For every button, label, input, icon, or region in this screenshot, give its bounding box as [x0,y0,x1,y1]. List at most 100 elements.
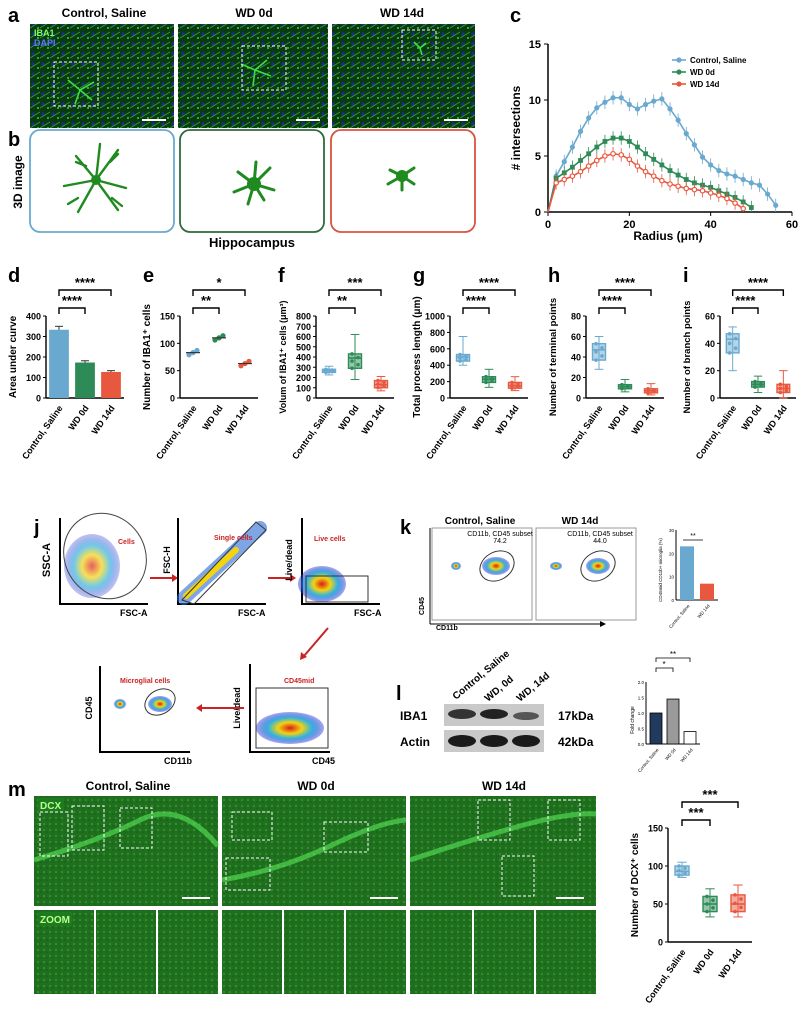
category-label: Control, Saline [20,403,65,461]
data-point [753,382,757,387]
data-point [759,383,763,388]
microglia-3d-control-soma [91,175,101,185]
data-point [610,135,616,141]
axis-fsc: FSC-A [120,608,148,618]
zoom-image [222,910,282,994]
data-point [626,383,630,388]
sig-bracket [598,289,652,296]
data-point [740,176,746,183]
data-point [578,158,583,163]
panel-m-title-control: Control, Saline [86,779,171,793]
data-point [570,164,575,170]
sig-bracket [462,307,490,314]
data-point [759,381,763,385]
gate-label-microglia: Microglial cells [120,678,170,685]
legend-marker [676,69,682,75]
k-gate [479,550,515,582]
category-label: Control, Saline [154,403,199,461]
chart-l: 0.0 0.5 1.0 1.5 2.0 Control, Saline WD 0d WD 14… [637,650,700,773]
panel-a-letter: a [8,5,20,27]
category-label: WD 0d [200,403,224,432]
x-axis-label: Radius (μm) [633,229,702,243]
y-tick-label: 60 [571,332,581,342]
data-point [650,173,657,179]
l-kda-42: 42kDa [558,735,594,749]
category-label: WD 14d [360,403,387,436]
zoom-image [284,910,344,994]
panel-e-letter: e [143,265,154,287]
data-point [464,354,468,358]
gate-plot-cells: Cells SSC-A FSC-A [41,512,148,618]
zoom-box [477,799,511,841]
zoom-tag-bg [38,912,72,926]
data-point [659,177,665,184]
data-point [586,115,592,121]
y-tick-label: 30 [669,528,675,533]
data-point [594,341,598,346]
zoom-box [119,807,153,849]
data-point [356,355,360,360]
data-point [675,183,681,190]
sig-bracket [681,801,739,808]
data-point [376,378,380,383]
data-point [634,163,641,169]
chart-k: 0 10 20 30 Control, Saline WD 14d ** [668,528,718,629]
data-point [748,205,754,210]
l-lane-control: Control, Saline [451,648,512,702]
microglia-3d-wd14-soma [396,170,408,182]
y-axis-label: Volum of IBA1⁺ cells (μm³) [278,300,288,413]
y-tick-label: 100 [160,339,175,349]
category-label: WD 0d [691,947,715,976]
l-bar-ylabel: Fold change [630,706,636,734]
panel-c-letter: c [510,5,521,27]
data-point [618,152,625,158]
gate-plot-cd45mid: CD45mid Live/dead CD45 [232,664,335,766]
category-label: Control, Saline [694,403,739,461]
data-point [458,359,462,363]
gate-plot-microglia: Microglial cells CD45 CD11b [84,666,193,766]
data-point [458,352,462,357]
category-label: WD 0d [470,403,494,432]
data-point [705,909,709,914]
k-subset-wd14: CD11b, CD45 subset [567,531,633,538]
category-label: WD 0d [336,403,360,432]
data-point [484,374,488,379]
y-tick-label: 400 [296,353,311,363]
y-tick-label: 400 [26,312,41,322]
y-tick-label: 60 [705,312,715,322]
data-point [577,168,584,175]
data-point [773,202,779,208]
data-point [618,95,624,101]
panel-j-letter: j [33,517,40,539]
sig-label: **** [479,275,500,290]
y-tick-label: 50 [165,366,175,376]
sig-label: ** [690,533,696,540]
zoom-box-wd0 [241,45,287,91]
y-tick-label: 10 [529,95,541,107]
sig-label: ** [201,293,212,308]
sig-label: ** [670,650,676,659]
panel-b-ylabel: 3D image [11,155,25,209]
series-line-1 [547,137,752,213]
zoom-box-wd14 [401,29,437,61]
zoom-image [158,910,218,994]
data-point [490,379,494,383]
panel-d-letter: d [8,265,20,287]
zoom-box [71,805,105,851]
data-point [238,363,244,369]
y-tick-label: 1000 [425,312,445,322]
chart-m: 0 50 100 150 Control, Saline WD 0d WD 14d Numbe… [630,787,752,1005]
panel-l-letter: l [396,683,402,705]
sig-bracket [655,667,674,672]
gate-arrow-head [290,574,296,582]
y-tick-label: 0.5 [638,727,645,732]
dcx-tag-bg [38,798,64,812]
x-tick-label: 40 [705,219,717,231]
data-point [784,384,789,389]
y-axis-label: Total process length (μm) [412,296,423,418]
y-tick-label: 15 [529,39,541,51]
stain-label-dapi: DAPI [34,38,56,48]
category-label: WD 0d [664,747,677,761]
data-point [350,352,354,356]
